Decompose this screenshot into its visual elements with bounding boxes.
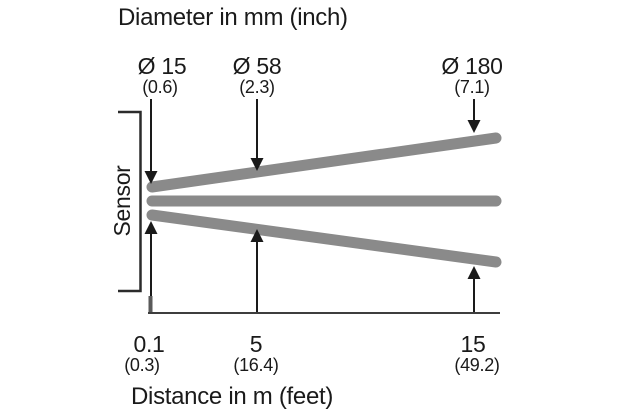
arrowhead-up-icon: [144, 221, 158, 234]
down-arrow-15m: [467, 99, 481, 133]
distance-feet-label: (0.3): [124, 355, 160, 375]
beam-group: [146, 132, 502, 268]
distance-feet-label: (49.2): [454, 355, 499, 375]
diameter-inch-label: (7.1): [454, 77, 490, 97]
distance-label-group-0.1: 0.1 (0.3): [124, 331, 165, 375]
arrowhead-down-icon: [467, 120, 481, 133]
distance-m-label: 15: [461, 331, 486, 357]
arrowhead-down-icon: [144, 171, 158, 184]
diameter-axis-title: Diameter in mm (inch): [118, 4, 348, 31]
distance-m-label: 0.1: [133, 331, 164, 357]
beam-lower-edge: [146, 209, 502, 268]
up-arrow-5m: [250, 229, 264, 312]
arrowhead-up-icon: [467, 266, 481, 279]
sensor-label: Sensor: [109, 165, 135, 237]
arrowhead-up-icon: [250, 229, 264, 242]
diameter-label-group-15: Ø 15 (0.6): [138, 53, 187, 97]
distance-label-group-15: 15 (49.2): [454, 331, 500, 375]
diameter-label-group-58: Ø 58 (2.3): [233, 53, 282, 97]
diameter-mm-label: Ø 15: [138, 53, 187, 79]
diameter-label-group-180: Ø 180 (7.1): [441, 53, 502, 97]
distance-m-label: 5: [250, 331, 263, 357]
diameter-inch-label: (0.6): [142, 77, 178, 97]
distance-feet-label: (16.4): [233, 355, 278, 375]
up-arrow-15m: [467, 266, 481, 312]
diameter-mm-label: Ø 58: [233, 53, 282, 79]
distance-axis-title: Distance in m (feet): [131, 383, 333, 410]
beam-upper-edge: [146, 132, 502, 193]
distance-label-group-5: 5 (16.4): [233, 331, 279, 375]
down-arrow-5m: [250, 99, 264, 171]
sensor-bracket: [118, 110, 142, 293]
diameter-inch-label: (2.3): [239, 77, 275, 97]
diameter-mm-label: Ø 180: [441, 53, 502, 79]
down-arrow-0.1m: [144, 99, 158, 184]
arrowhead-down-icon: [250, 158, 264, 171]
